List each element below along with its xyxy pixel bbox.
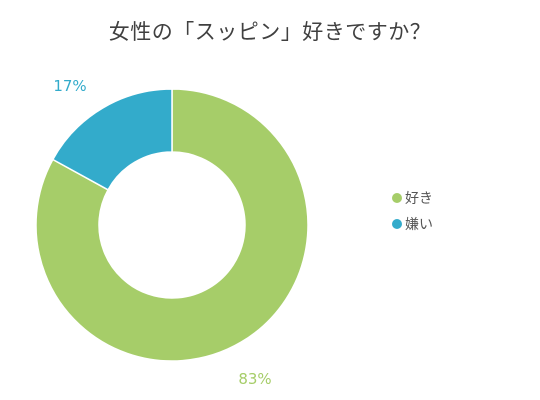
legend: 好き 嫌い [392,185,433,237]
legend-label: 好き [405,191,433,207]
chart-title: 女性の「スッピン」好きですか？ [108,20,432,44]
data-label-dislike: 17% [53,77,86,95]
legend-dot-icon [392,193,402,203]
legend-item-dislike[interactable]: 嫌い [392,211,433,237]
legend-dot-icon [392,219,402,229]
legend-label: 嫌い [405,217,433,233]
donut-slice-dislike[interactable] [51,88,173,191]
data-label-like: 83% [238,370,271,388]
legend-item-like[interactable]: 好き [392,185,433,211]
donut-slice-like[interactable] [35,88,309,362]
